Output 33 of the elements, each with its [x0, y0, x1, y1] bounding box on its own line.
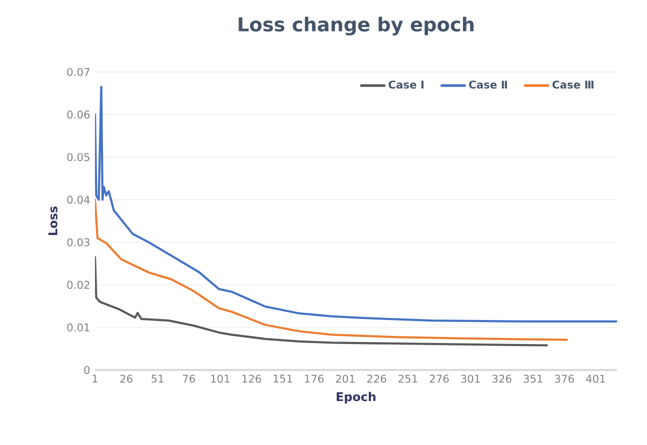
x-tick-label: 51 [152, 374, 164, 383]
y-tick-label: 0.04 [67, 196, 90, 204]
x-tick-label: 351 [524, 374, 542, 383]
x-tick-label: 201 [336, 374, 355, 383]
y-tick-label: 0.02 [67, 280, 90, 289]
y-tick-label: 0 [84, 366, 90, 374]
x-tick-label: 76 [182, 374, 195, 383]
y-axis-title: Loss [48, 206, 58, 235]
line-series [95, 256, 548, 346]
y-tick-label: 0.05 [67, 153, 90, 162]
y-tick-label: 0.01 [67, 323, 90, 332]
legend-label: Case Ⅰ [388, 80, 424, 89]
y-tick-label: 0.03 [67, 238, 90, 246]
legend-label: Case Ⅲ [552, 80, 594, 89]
x-tick-label: 401 [586, 374, 605, 383]
x-tick-label: 326 [492, 374, 512, 383]
x-tick-label: 251 [398, 374, 418, 383]
x-tick-label: 151 [274, 374, 292, 383]
line-series [95, 198, 568, 341]
x-tick-label: 276 [430, 374, 449, 383]
y-tick-label: 0.07 [67, 68, 90, 76]
x-tick-label: 226 [367, 374, 386, 383]
x-tick-label: 126 [242, 374, 261, 383]
x-tick-label: 101 [211, 374, 230, 383]
x-tick-label: 176 [305, 374, 324, 383]
x-axis-title: Epoch [336, 392, 376, 404]
y-tick-label: 0.06 [67, 110, 90, 119]
legend-label: Case Ⅱ [469, 80, 507, 89]
x-tick-label: 1 [92, 374, 98, 382]
x-tick-label: 376 [555, 374, 574, 383]
x-tick-label: 26 [120, 374, 132, 383]
chart-title: Loss change by epoch [238, 16, 474, 36]
x-tick-label: 301 [461, 374, 480, 383]
